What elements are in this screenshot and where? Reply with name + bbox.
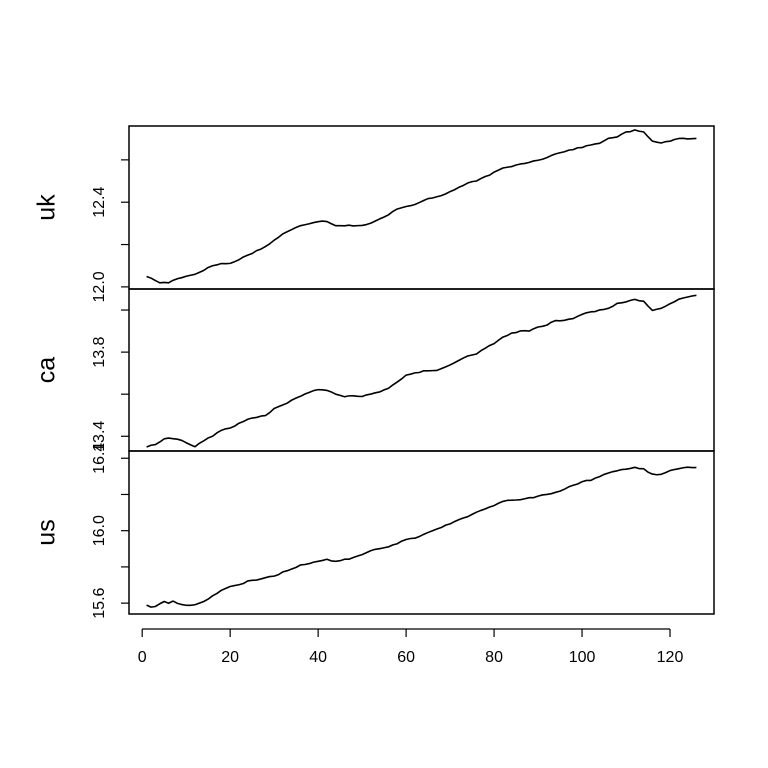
x-tick-label: 20 xyxy=(221,649,239,666)
y-tick-label: 16.4 xyxy=(91,443,108,474)
y-tick-label: 12.4 xyxy=(91,187,108,218)
panel-label-uk: uk xyxy=(33,194,61,221)
x-axis: 0 20 40 60 80 100 120 xyxy=(138,628,684,666)
panel-frame xyxy=(128,450,715,615)
x-tick-label: 120 xyxy=(657,649,684,666)
series-line-uk xyxy=(146,129,697,284)
panel-label-us: us xyxy=(33,519,61,545)
panel-us: us 15.6 16.0 16.4 xyxy=(33,443,715,619)
series-line-ca xyxy=(146,294,697,448)
series-line-us xyxy=(146,466,697,608)
panel-label-ca: ca xyxy=(33,357,61,384)
y-tick-label: 15.6 xyxy=(91,587,108,618)
y-tick-label: 13.4 xyxy=(91,421,108,452)
x-tick-label: 60 xyxy=(397,649,415,666)
x-tick-label: 0 xyxy=(138,649,147,666)
y-tick-label: 12.0 xyxy=(91,271,108,302)
y-tick-label: 13.8 xyxy=(91,336,108,367)
panels-group: uk 12.0 12.4 ca 13.4 13.8 us 15.6 16.0 16.4 xyxy=(33,125,715,619)
x-tick-label: 80 xyxy=(485,649,503,666)
y-tick-label: 16.0 xyxy=(91,515,108,546)
x-tick-label: 100 xyxy=(569,649,596,666)
x-tick-label: 40 xyxy=(309,649,327,666)
